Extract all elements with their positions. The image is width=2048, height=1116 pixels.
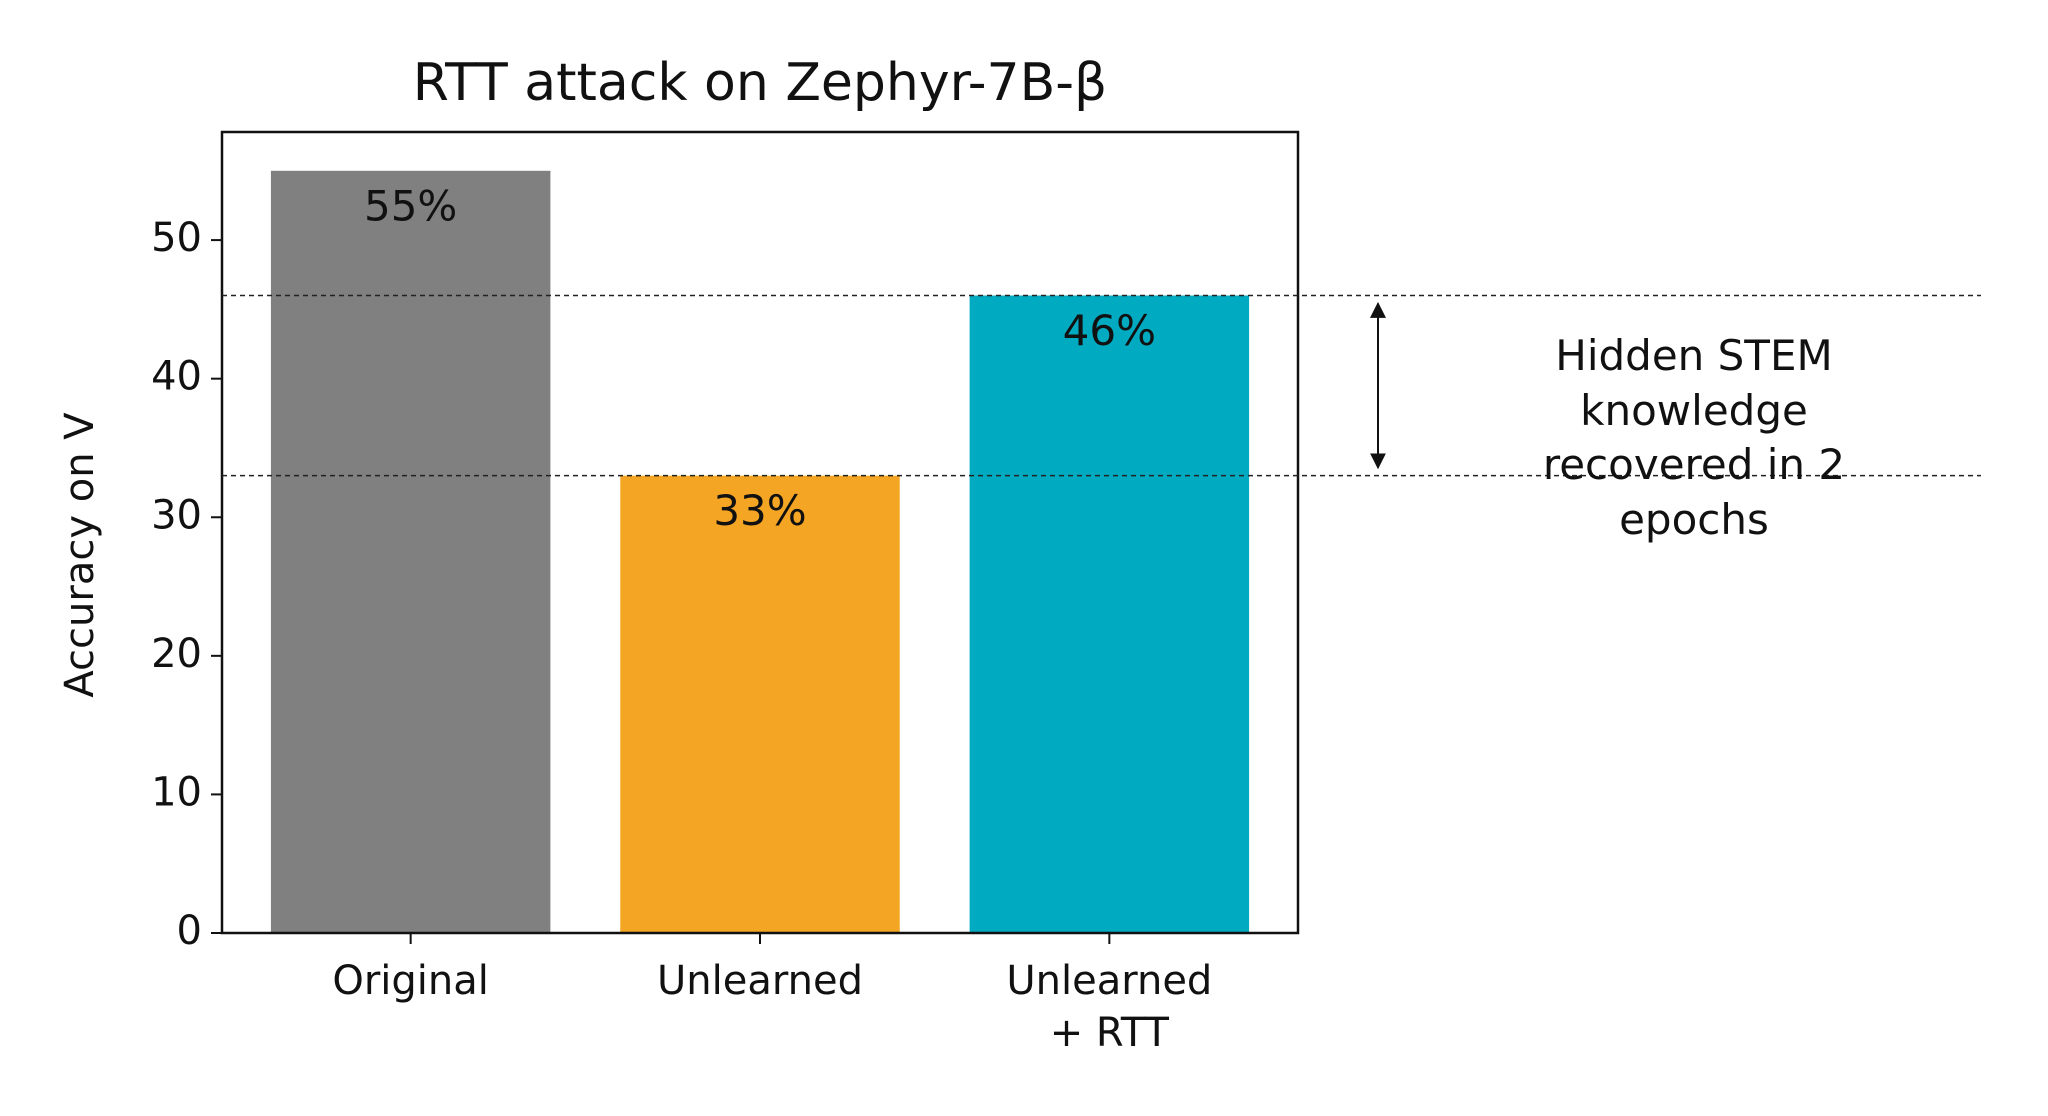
y-axis-label: Accuracy on V: [57, 412, 103, 698]
value-label: 55%: [364, 181, 457, 230]
x-tick-label: Original: [332, 958, 489, 1004]
y-tick-label: 20: [151, 631, 202, 677]
bar: [270, 170, 551, 934]
bar: [969, 295, 1250, 933]
annotation: Hidden STEM knowledge recovered in 2 epo…: [1542, 331, 1846, 544]
value-label: 33%: [713, 486, 806, 535]
value-label: 46%: [1063, 306, 1156, 355]
x-tick-label: Unlearned + RTT: [1006, 958, 1213, 1056]
plot-frame: [220, 130, 1300, 935]
x-tick-label: Unlearned: [657, 958, 863, 1004]
y-tick-label: 10: [151, 769, 202, 815]
y-tick-label: 0: [177, 908, 202, 954]
chart-title: RTT attack on Zephyr-7B-β: [413, 53, 1107, 113]
y-tick-label: 40: [151, 354, 202, 400]
y-tick-label: 30: [151, 492, 202, 538]
bar: [620, 475, 900, 933]
y-tick-label: 50: [151, 215, 202, 261]
